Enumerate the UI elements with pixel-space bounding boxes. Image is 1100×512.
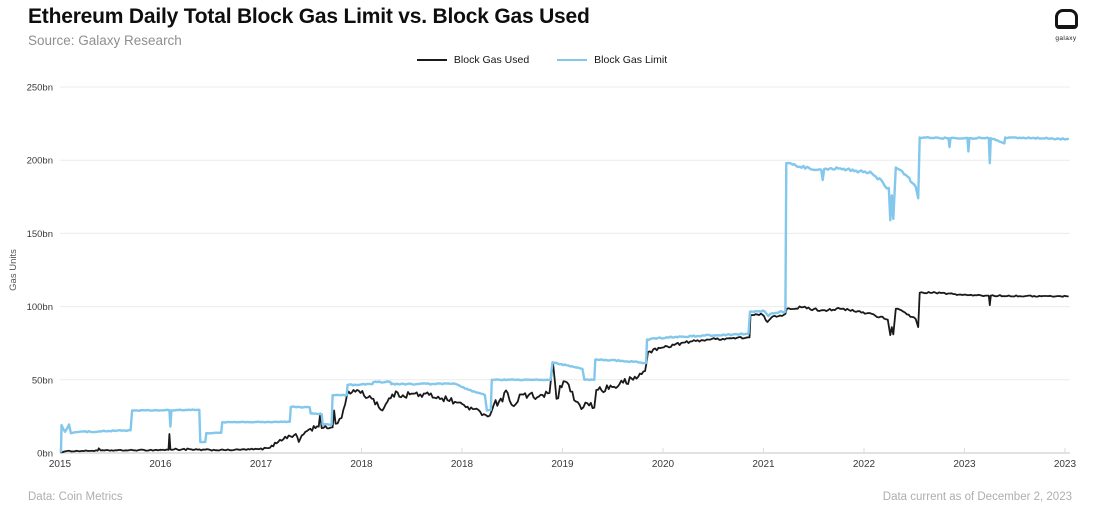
y-tick-label: 150bn [27, 229, 53, 240]
x-tick-label: 2022 [853, 459, 876, 470]
x-tick-label: 2023 [1054, 459, 1077, 470]
x-tick-label: 2020 [652, 459, 675, 470]
x-tick-label: 2016 [149, 459, 172, 470]
legend-label-gas-used: Block Gas Used [453, 54, 530, 66]
x-tick-label: 2018 [350, 459, 373, 470]
galaxy-logo: galaxy [1044, 9, 1088, 42]
legend-label-gas-limit: Block Gas Limit [594, 54, 668, 66]
legend-item-gas-limit: Block Gas Limit [557, 54, 667, 66]
x-tick-label: 2021 [752, 459, 775, 470]
x-tick-label: 2017 [250, 459, 273, 470]
y-tick-label: 200bn [27, 156, 53, 167]
x-tick-label: 2018 [451, 459, 474, 470]
y-tick-label: 250bn [27, 83, 53, 94]
y-axis-title: Gas Units [8, 249, 19, 291]
y-tick-label: 100bn [27, 302, 53, 313]
x-tick-label: 2015 [49, 459, 72, 470]
chart-legend: Block Gas Used Block Gas Limit [0, 54, 1084, 66]
gas-limit-line [59, 136, 1070, 453]
page-title: Ethereum Daily Total Block Gas Limit vs.… [28, 5, 590, 28]
gas-used-line-swatch [416, 58, 447, 62]
gas-used-line [60, 291, 1069, 454]
x-tick-label: 2023 [953, 459, 976, 470]
y-tick-label: 0bn [37, 449, 53, 460]
gas-limit-line-swatch [557, 58, 588, 62]
data-current-note: Data current as of December 2, 2023 [882, 491, 1072, 503]
chart-source-subtitle: Source: Galaxy Research [28, 33, 182, 48]
x-tick-label: 2019 [551, 459, 574, 470]
y-tick-label: 50bn [32, 375, 53, 386]
galaxy-logo-text: galaxy [1055, 35, 1077, 42]
galaxy-logo-icon [1054, 9, 1078, 29]
data-source-note: Data: Coin Metrics [28, 491, 123, 503]
legend-item-gas-used: Block Gas Used [416, 54, 530, 66]
